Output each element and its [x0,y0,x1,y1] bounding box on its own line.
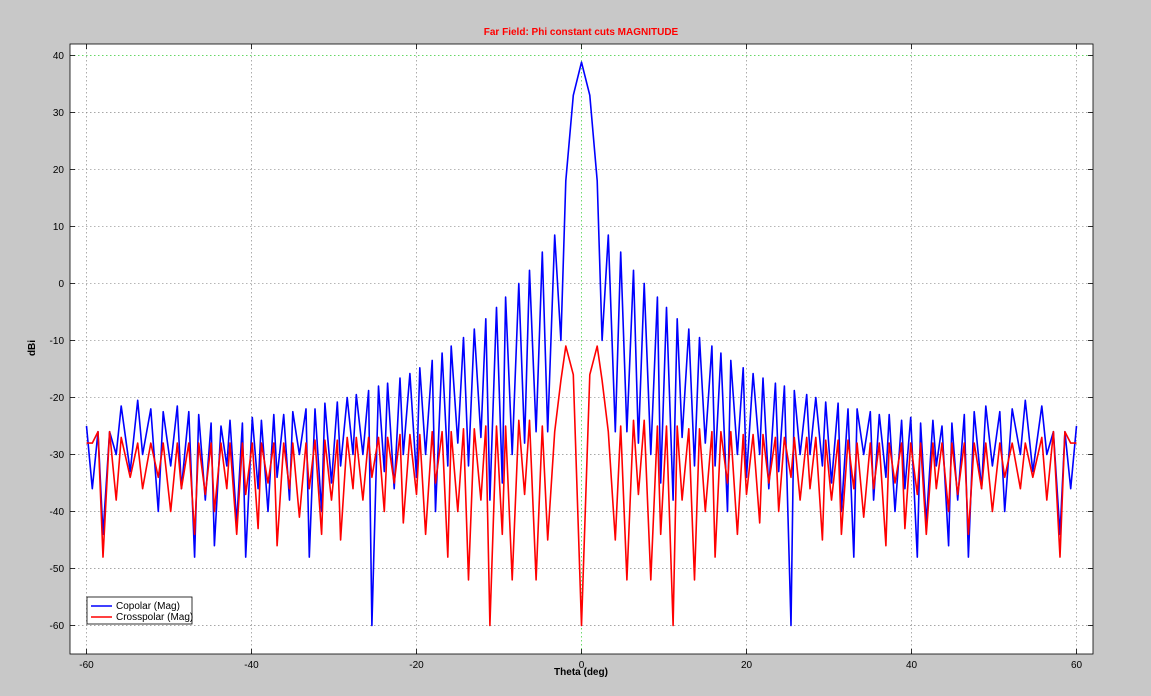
y-tick-label: -60 [50,621,65,632]
x-tick-label: -20 [409,660,424,671]
x-axis-label: Theta (deg) [554,667,608,678]
y-tick-label: 20 [53,165,65,176]
y-axis-label: dBi [27,340,38,356]
series-group [85,61,1078,627]
y-tick-label: 10 [53,222,65,233]
x-tick-label: -40 [244,660,259,671]
series-line-crosspolar [86,345,1077,627]
legend-box [86,596,193,625]
legend-label-crosspolar: Crosspolar (Mag) [116,612,193,623]
grid [70,44,1093,654]
axis-ticks: -60 -40 -20 0 20 40 60 40 30 20 10 0 -10 -20 -30 -40 -50… [50,44,1093,671]
y-tick-label: 40 [53,51,65,62]
series-line-copolar [85,61,1078,627]
legend: Copolar (Mag) Crosspolar (Mag) [86,596,193,625]
chart-title: Far Field: Phi constant cuts MAGNITUDE [484,27,679,38]
y-tick-label: 30 [53,108,65,119]
y-tick-label: 0 [58,279,64,290]
x-tick-label: 0 [579,660,585,671]
legend-label-copolar: Copolar (Mag) [116,601,180,612]
y-tick-label: -40 [50,507,65,518]
x-tick-label: 20 [741,660,753,671]
x-tick-label: 60 [1071,660,1083,671]
x-tick-label: 40 [906,660,918,671]
y-tick-label: -50 [50,564,65,575]
y-tick-label: -20 [50,393,65,404]
y-tick-label: -30 [50,450,65,461]
y-tick-label: -10 [50,336,65,347]
x-tick-label: -60 [79,660,94,671]
